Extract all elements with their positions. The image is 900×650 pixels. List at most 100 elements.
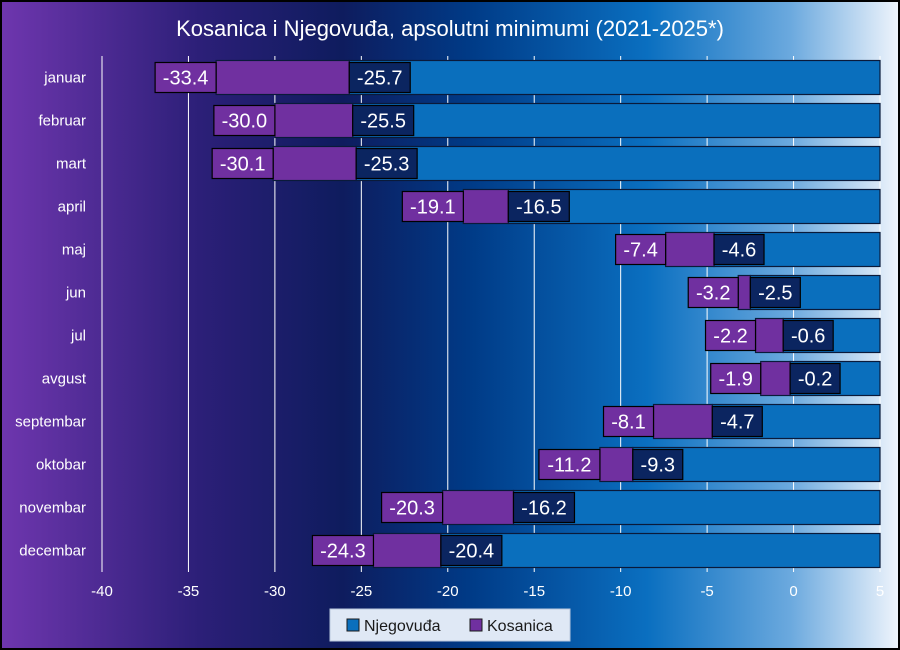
value-label-kosanica: -33.4 [163,68,209,90]
value-label-njegovuda: -25.7 [357,68,403,90]
grid-layer [101,56,881,572]
bar-kosanica [760,360,791,397]
value-label-njegovuda: -0.6 [791,326,825,348]
x-tick-label: -15 [523,583,545,600]
value-label-kosanica: -3.2 [696,283,730,305]
value-label-kosanica: -24.3 [320,541,366,563]
bar-kosanica [599,446,634,483]
value-label-box-njegovuda [507,190,570,223]
value-label-njegovuda: -25.5 [360,111,406,133]
x-tick-label: -25 [350,583,372,600]
bars-layer: -25.7 -33.4 -25.5 -30.0 -25.3 -30.1 -16.5 -19.1… [154,59,881,569]
value-label-box-kosanica [687,276,739,309]
value-label-box-kosanica [380,491,444,524]
value-label-njegovuda: -20.4 [449,541,495,563]
x-tick-label: 5 [876,583,884,600]
value-label-njegovuda: -0.2 [798,369,832,391]
category-label: mart [56,156,87,173]
category-label: novembar [19,500,86,517]
category-label: jun [65,285,86,302]
value-label-njegovuda: -25.3 [364,154,410,176]
value-label-box-njegovuda [711,405,763,438]
legend-swatch-njegovuda [346,618,360,632]
x-tick-label: 0 [789,583,797,600]
bar-njegovuda [352,102,881,139]
category-label: jul [70,328,86,345]
chart-title: Kosanica i Njegovuđa, apsolutni minimumi… [176,16,724,41]
value-label-kosanica: -30.1 [220,154,266,176]
value-label-box-kosanica [538,448,601,481]
bar-kosanica [441,489,515,526]
value-label-box-njegovuda [352,104,415,137]
bar-njegovuda [355,145,881,182]
value-label-box-kosanica [154,61,217,94]
value-label-box-njegovuda [789,362,841,395]
x-tick-label: -10 [610,583,632,600]
category-label: avgust [42,371,87,388]
value-label-box-kosanica [311,534,375,567]
category-label: april [58,199,86,216]
value-label-box-kosanica [602,405,655,438]
value-label-box-njegovuda [355,147,418,180]
legend-label-kosanica: Kosanica [487,618,553,635]
x-axis-ticks: -40 -35 -30 -25 -20 -15 -10 -5 0 5 [91,583,884,600]
bar-kosanica [274,102,354,139]
category-label: januar [43,70,86,87]
x-tick-label: -20 [437,583,459,600]
bar-kosanica [665,231,715,268]
category-label: februar [38,113,86,130]
value-label-box-kosanica [211,147,274,180]
legend-box [329,608,571,642]
legend-swatch-kosanica [469,618,483,632]
bar-njegovuda [348,59,881,96]
value-label-box-njegovuda [782,319,834,352]
bar-kosanica [462,188,509,225]
value-label-box-kosanica [710,362,762,395]
x-tick-label: -35 [178,583,200,600]
value-label-kosanica: -7.4 [623,240,657,262]
value-label-box-kosanica [615,233,667,266]
bar-kosanica [754,317,784,354]
category-label: decembar [19,543,86,560]
value-label-kosanica: -8.1 [611,412,645,434]
value-label-njegovuda: -16.5 [516,197,562,219]
legend: Njegovuđa Kosanica [329,608,571,642]
value-label-njegovuda: -4.7 [720,412,754,434]
value-label-box-njegovuda [713,233,765,266]
bar-kosanica [215,59,350,96]
value-label-kosanica: -20.3 [389,498,435,520]
value-label-box-njegovuda [348,61,411,94]
bar-njegovuda [507,188,881,225]
category-label: septembar [15,414,86,431]
value-label-box-kosanica [401,190,464,223]
value-label-kosanica: -19.1 [410,197,456,219]
bar-kosanica [272,145,357,182]
bar-kosanica [652,403,713,440]
value-label-njegovuda: -16.2 [521,498,567,520]
value-label-njegovuda: -4.6 [722,240,756,262]
category-label: oktobar [36,457,86,474]
bar-njegovuda [440,532,881,569]
value-label-box-kosanica [704,319,757,352]
x-tick-label: -30 [264,583,286,600]
value-label-box-kosanica [213,104,276,137]
value-label-njegovuda: -2.5 [758,283,792,305]
value-label-kosanica: -2.2 [713,326,747,348]
category-labels: januar februar mart april maj jun jul avgust sep… [15,70,87,560]
value-label-box-njegovuda [749,276,801,309]
x-tick-label: -40 [91,583,113,600]
value-label-box-njegovuda [512,491,576,524]
value-label-kosanica: -1.9 [718,369,752,391]
bar-kosanica [372,532,442,569]
bar-kosanica [737,274,751,311]
category-label: maj [62,242,86,259]
value-label-kosanica: -30.0 [222,111,268,133]
value-label-njegovuda: -9.3 [641,455,675,477]
x-tick-label: -5 [700,583,713,600]
value-label-box-njegovuda [440,534,503,567]
legend-label-njegovuda: Njegovuđa [364,618,441,635]
value-label-box-njegovuda [632,448,684,481]
value-label-kosanica: -11.2 [547,455,591,477]
